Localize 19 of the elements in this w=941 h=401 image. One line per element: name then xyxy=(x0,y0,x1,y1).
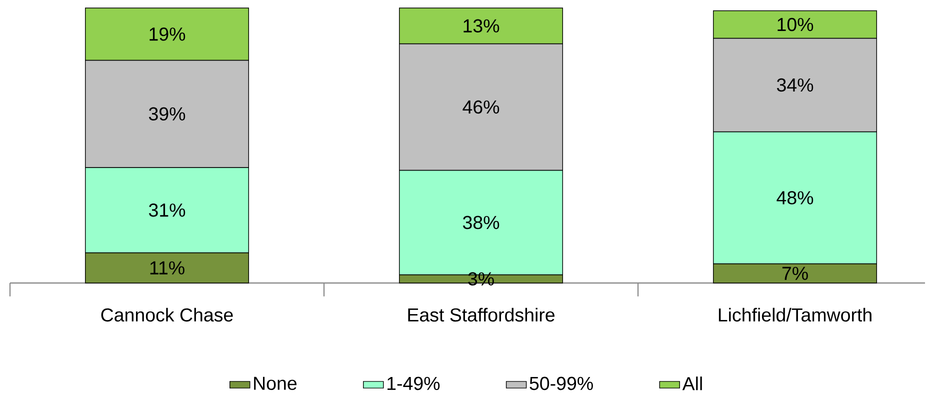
data-label: 13% xyxy=(464,19,500,33)
data-label: 46% xyxy=(462,100,500,114)
data-label: 10% xyxy=(778,18,814,32)
data-label: 48% xyxy=(776,191,814,204)
data-label: 3% xyxy=(468,272,494,286)
data-label: 31% xyxy=(148,203,186,217)
x-tick-label: Lichfield/Tamworth xyxy=(718,308,872,322)
data-label: 19% xyxy=(150,27,186,41)
legend-label: None xyxy=(254,376,297,390)
legend-label: 1-49% xyxy=(388,376,440,390)
x-tick-label: Cannock Chase xyxy=(101,308,233,322)
legend-label: 50-99% xyxy=(530,376,593,390)
legend-label: All xyxy=(682,376,702,390)
data-label: 34% xyxy=(776,78,814,92)
data-label: 11% xyxy=(150,261,184,274)
data-label: 38% xyxy=(462,216,500,230)
data-label: 7% xyxy=(782,266,808,280)
data-label: 39% xyxy=(148,107,186,121)
x-tick-label: East Staffordshire xyxy=(408,308,554,322)
